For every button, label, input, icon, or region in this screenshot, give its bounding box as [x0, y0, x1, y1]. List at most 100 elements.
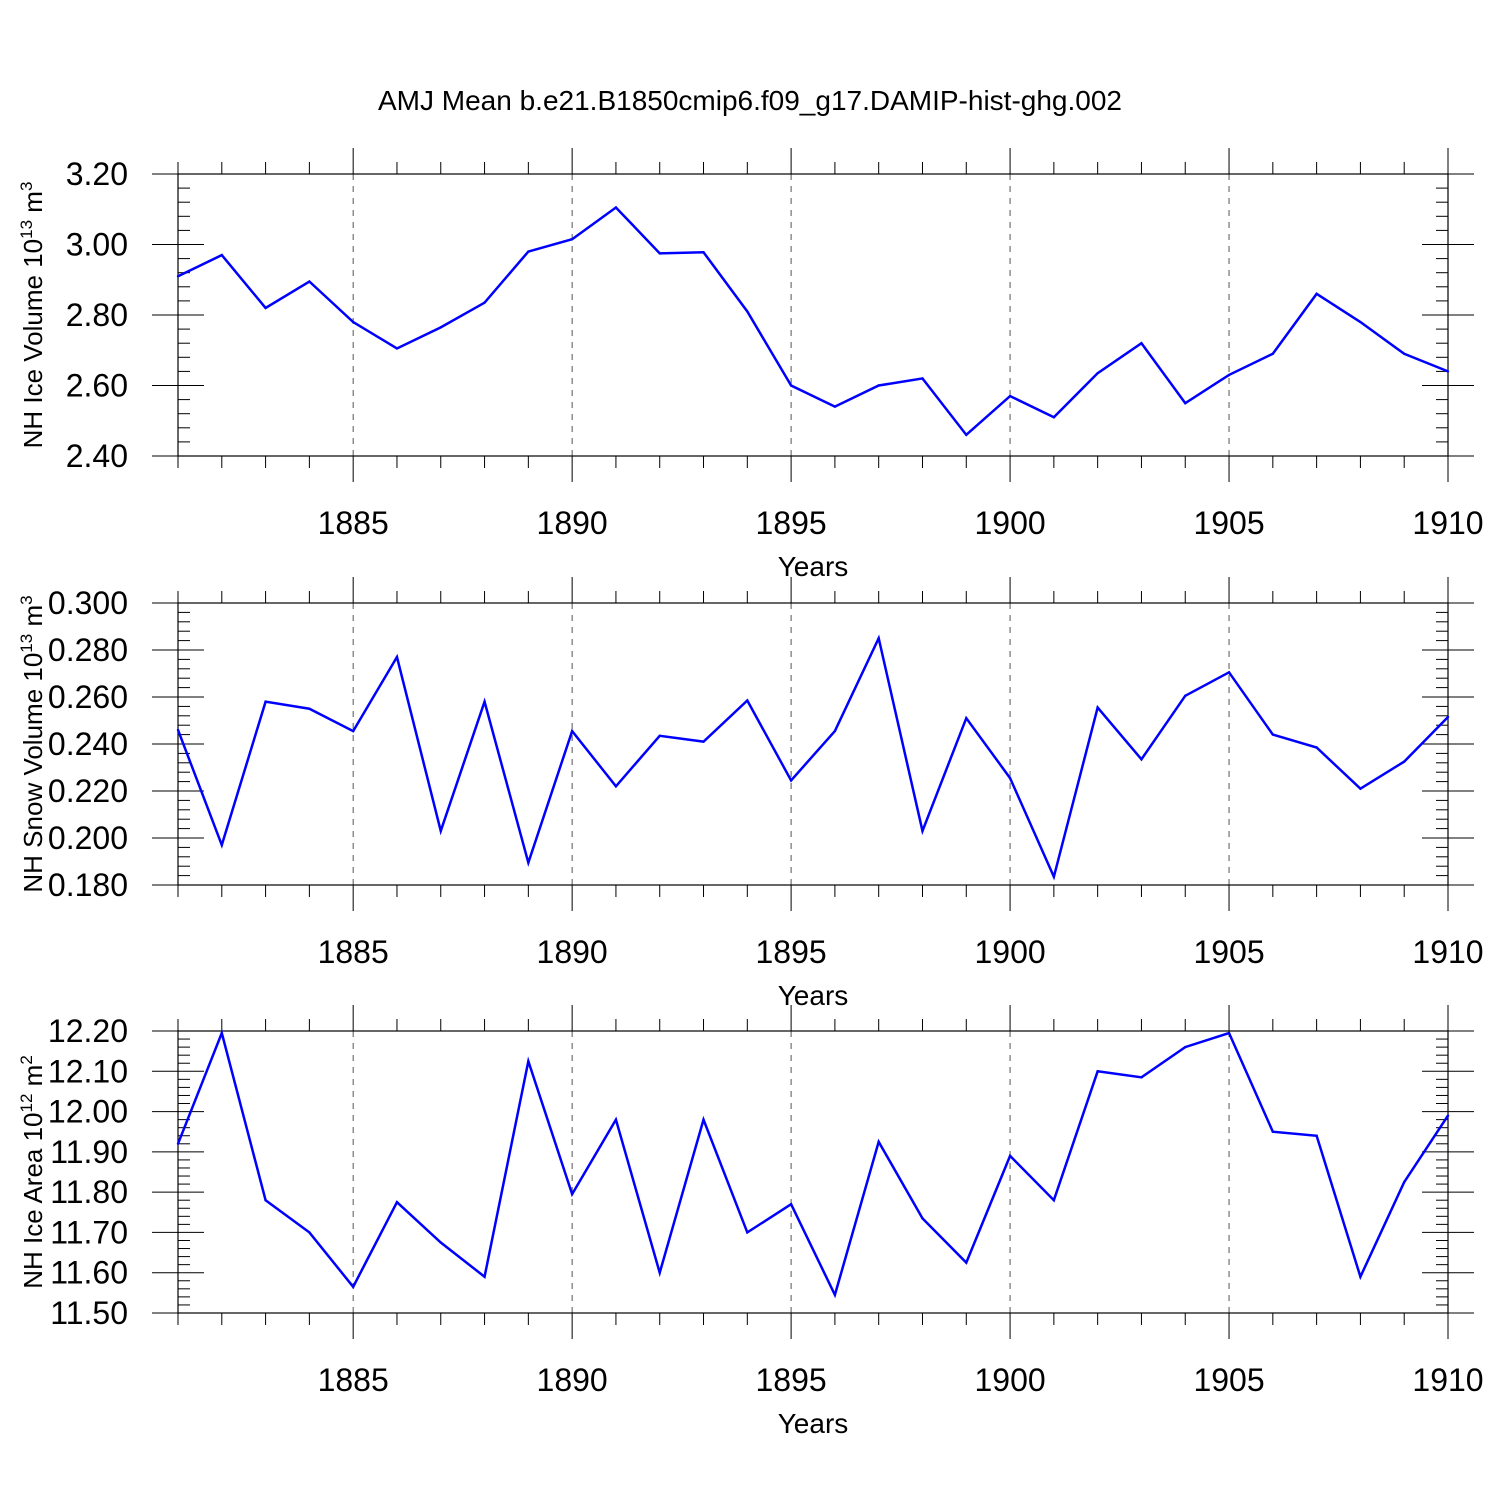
data-point	[1052, 875, 1056, 878]
y-tick-label: 0.280	[48, 632, 128, 668]
data-point	[264, 1199, 267, 1202]
y-tick-label: 0.180	[48, 867, 128, 903]
series-line	[177, 205, 1449, 437]
x-tick-label: 1900	[974, 1362, 1045, 1398]
data-point	[308, 707, 311, 710]
data-point	[570, 238, 574, 241]
data-point	[1446, 370, 1450, 373]
data-point	[746, 310, 749, 313]
data-point	[1096, 1070, 1099, 1073]
data-point	[570, 1192, 574, 1196]
x-tick-label: 1910	[1412, 934, 1483, 970]
series-line	[176, 1029, 1450, 1299]
x-tick-label: 1895	[756, 1362, 827, 1398]
data-point	[1184, 1045, 1187, 1049]
data-point	[570, 729, 574, 733]
data-point	[921, 829, 924, 833]
plot-frame	[177, 602, 1449, 886]
data-point	[1008, 394, 1012, 398]
data-point	[176, 275, 180, 278]
data-point	[833, 405, 837, 408]
data-point	[483, 1275, 486, 1278]
y-tick-label: 2.60	[66, 368, 128, 404]
x-tick-label: 1885	[318, 1362, 389, 1398]
data-point	[746, 1231, 749, 1234]
data-point	[308, 280, 311, 283]
panel-snow-volume: 0.180 0.200 0.220 0.240 0.260 0.280 0.300 1885 1…	[17, 577, 1484, 1011]
x-tick-label: 1890	[537, 1362, 608, 1398]
x-tick-label: 1910	[1412, 1362, 1483, 1398]
data-point	[220, 843, 223, 847]
x-tick-label: 1890	[537, 934, 608, 970]
y-tick-label: 0.260	[48, 679, 128, 715]
y-tick-label: 11.60	[50, 1255, 128, 1291]
x-tick-label: 1885	[318, 934, 389, 970]
y-tick-label: 2.40	[66, 438, 128, 474]
y-axis-label: NH Snow Volume 1013 m3	[17, 595, 48, 892]
y-tick-label: 0.220	[48, 773, 128, 809]
data-point	[264, 306, 267, 310]
data-point	[527, 861, 530, 864]
data-point	[1359, 787, 1362, 790]
data-point	[1140, 1076, 1143, 1079]
y-tick-label: 3.00	[66, 227, 128, 263]
data-point	[1008, 776, 1012, 780]
data-point	[351, 1285, 355, 1289]
data-point	[176, 728, 180, 732]
chart-title: AMJ Mean b.e21.B1850cmip6.f09_g17.DAMIP-…	[378, 85, 1122, 116]
y-tick-label: 11.50	[50, 1295, 128, 1331]
data-point	[1140, 342, 1143, 345]
data-point	[965, 716, 968, 720]
data-point	[395, 655, 399, 659]
data-point	[1271, 352, 1275, 355]
data-point	[527, 1060, 530, 1063]
x-tick-label: 1910	[1412, 505, 1483, 541]
data-point	[1184, 401, 1187, 405]
data-point	[1096, 371, 1099, 375]
y-tick-label: 0.240	[48, 726, 128, 762]
x-tick-label: 1900	[974, 505, 1045, 541]
y-tick-label: 3.20	[66, 156, 128, 192]
data-point	[220, 1031, 223, 1035]
data-point	[1052, 1199, 1056, 1202]
data-point	[877, 637, 880, 640]
data-point	[1140, 758, 1143, 761]
plot-frame	[177, 173, 1449, 457]
panel-ice-volume: 2.40 2.60 2.80 3.00 3.20 1885 1890 1895 1900 1905…	[17, 148, 1484, 582]
data-point	[746, 699, 749, 702]
data-point	[176, 1142, 180, 1146]
data-point	[702, 1118, 705, 1121]
y-axis-label: NH Ice Volume 1013 m3	[17, 182, 48, 449]
x-tick-label: 1895	[756, 505, 827, 541]
x-tick-label: 1905	[1193, 505, 1264, 541]
x-tick-label: 1905	[1193, 1362, 1264, 1398]
data-point	[789, 779, 793, 782]
data-point	[483, 301, 486, 304]
data-point	[1096, 706, 1099, 709]
y-tick-label: 0.200	[48, 820, 128, 856]
panel-ice-area: 11.50 11.60 11.70 11.80 11.90 12.00 12.10 12.20…	[17, 1005, 1484, 1439]
data-point	[351, 320, 355, 324]
data-point	[658, 252, 661, 255]
x-tick-label: 1905	[1193, 934, 1264, 970]
x-tick-label: 1900	[974, 934, 1045, 970]
data-point	[1008, 1154, 1012, 1158]
data-point	[1359, 1275, 1362, 1278]
data-point	[658, 734, 661, 737]
data-point	[1184, 694, 1187, 698]
data-point	[439, 829, 442, 833]
data-point	[395, 1201, 399, 1204]
data-point	[527, 250, 530, 253]
data-point	[483, 700, 486, 703]
data-point	[965, 1261, 968, 1264]
data-point	[1315, 292, 1318, 296]
data-point	[1271, 733, 1275, 736]
y-tick-label: 12.20	[48, 1013, 128, 1049]
x-tick-label: 1890	[537, 505, 608, 541]
y-tick-label: 0.300	[48, 585, 128, 621]
x-tick-label: 1895	[756, 934, 827, 970]
data-point	[264, 700, 267, 703]
data-point	[220, 253, 223, 257]
series-line	[176, 634, 1449, 881]
